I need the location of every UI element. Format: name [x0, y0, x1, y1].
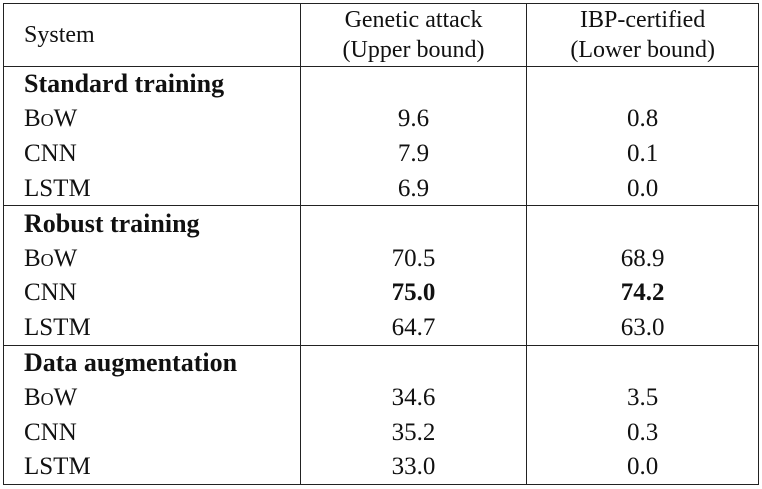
value-cell: 0.8: [526, 101, 759, 137]
value-cell: 75.0: [299, 275, 527, 311]
value: 0.0: [627, 174, 659, 202]
system-name: LSTM: [24, 453, 91, 481]
value-cell: 70.5: [299, 240, 527, 276]
value-cell: 68.9: [526, 240, 759, 276]
header-text: (Lower bound): [570, 37, 715, 63]
system-cell: BoW: [4, 102, 301, 137]
value: 68.9: [620, 244, 665, 272]
header-cell: IBP-certified (Lower bound): [526, 3, 759, 67]
value: 35.2: [391, 418, 436, 446]
system-name: BoW: [24, 105, 78, 133]
system-cell: CNN: [4, 276, 301, 311]
header-text: Genetic attack: [344, 7, 483, 33]
data-row: CNN 7.9 0.1: [4, 136, 759, 171]
data-row: LSTM 64.7 63.0: [4, 310, 759, 346]
value-cell: 0.0: [526, 170, 759, 206]
header-cell: System: [3, 3, 301, 67]
value-cell: 64.7: [299, 310, 527, 346]
empty-cell: [299, 205, 527, 241]
value: 75.0: [391, 279, 436, 307]
value: 9.6: [397, 105, 430, 133]
value: 7.9: [397, 139, 430, 167]
data-row: BoW 9.6 0.8: [4, 101, 759, 137]
value-cell: 35.2: [299, 414, 527, 450]
header-text: IBP-certified: [580, 7, 706, 33]
value: 33.0: [391, 453, 436, 481]
value-cell: 7.9: [299, 136, 527, 171]
data-row: CNN 75.0 74.2: [4, 275, 759, 311]
section-title: Robust training: [3, 205, 301, 241]
data-row: CNN 35.2 0.3: [4, 414, 759, 450]
value-cell: 74.2: [526, 275, 759, 311]
value: 0.8: [627, 105, 659, 133]
header-cell: Genetic attack (Upper bound): [299, 3, 527, 67]
empty-cell: [526, 65, 759, 102]
empty-cell: [299, 65, 527, 102]
data-row: BoW 34.6 3.5: [4, 380, 759, 415]
value-cell: 6.9: [299, 170, 527, 206]
value-cell: 33.0: [299, 449, 527, 485]
value: 0.1: [627, 139, 659, 167]
section-title: Standard training: [3, 65, 301, 102]
system-name: LSTM: [24, 313, 91, 341]
value-cell: 9.6: [299, 101, 527, 137]
system-cell: BoW: [4, 241, 301, 276]
empty-cell: [526, 344, 759, 381]
value-cell: 0.0: [526, 449, 759, 485]
value: 6.9: [397, 174, 430, 202]
header-text: System: [24, 22, 95, 48]
system-cell: LSTM: [4, 450, 301, 485]
value: 64.7: [391, 313, 436, 341]
section-title: Data augmentation: [3, 344, 301, 381]
value: 0.3: [627, 418, 659, 446]
empty-cell: [526, 205, 759, 241]
system-cell: BoW: [4, 380, 301, 415]
value-cell: 3.5: [526, 380, 759, 415]
value: 74.2: [620, 279, 665, 307]
header-text: (Upper bound): [342, 37, 485, 63]
system-cell: LSTM: [4, 171, 301, 206]
system-cell: LSTM: [4, 310, 301, 345]
data-row: BoW 70.5 68.9: [4, 240, 759, 276]
value-cell: 63.0: [526, 310, 759, 346]
value: 70.5: [391, 244, 436, 272]
system-name: BoW: [24, 384, 78, 412]
section-row: Robust training: [3, 205, 759, 241]
system-cell: CNN: [4, 415, 301, 450]
value-cell: 0.3: [526, 414, 759, 450]
system-name: CNN: [24, 279, 77, 307]
value-cell: 0.1: [526, 136, 759, 171]
value: 63.0: [620, 313, 665, 341]
system-name: CNN: [24, 418, 77, 446]
system-cell: CNN: [4, 136, 301, 171]
data-row: LSTM 6.9 0.0: [4, 170, 759, 206]
value: 34.6: [391, 384, 436, 412]
value: 3.5: [627, 384, 659, 412]
section-row: Data augmentation: [3, 344, 759, 381]
system-name: LSTM: [24, 174, 91, 202]
value: 0.0: [627, 453, 659, 481]
system-name: BoW: [24, 244, 78, 272]
system-name: CNN: [24, 139, 77, 167]
table-body: Standard training BoW 9.6 0.8 CNN 7.9 0.1 LSTM 6…: [3, 65, 759, 485]
results-table: System Genetic attack (Upper bound) IBP-c…: [3, 3, 759, 486]
section-row: Standard training: [3, 65, 759, 102]
data-row: LSTM 33.0 0.0: [4, 449, 759, 485]
value-cell: 34.6: [299, 380, 527, 415]
header-row: System Genetic attack (Upper bound) IBP-c…: [3, 3, 759, 67]
empty-cell: [299, 344, 527, 381]
